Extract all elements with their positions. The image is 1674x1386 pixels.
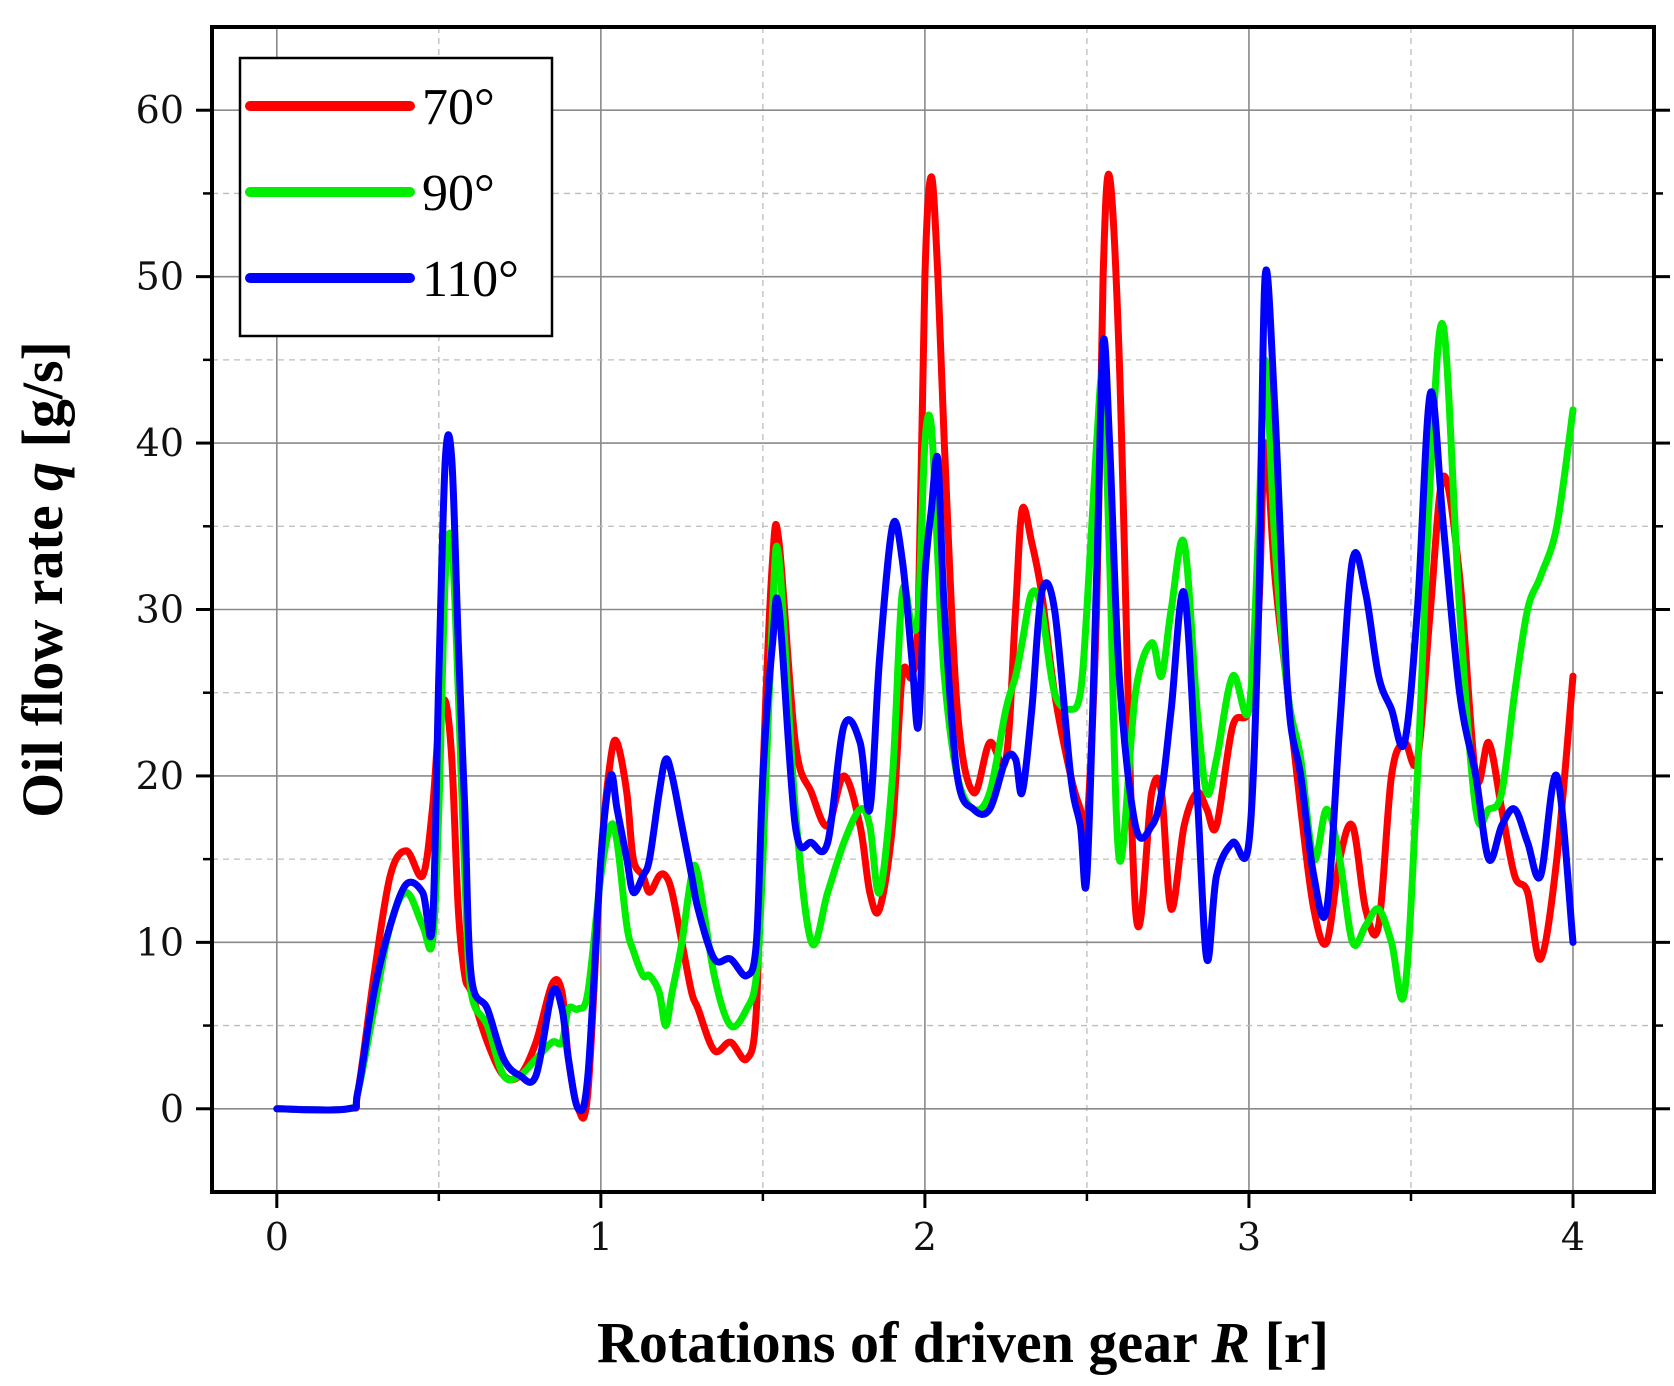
x-tick-label: 2 <box>913 1215 937 1259</box>
y-tick-label: 40 <box>136 421 184 465</box>
y-tick-label: 10 <box>136 920 184 964</box>
x-tick-label: 0 <box>265 1215 289 1259</box>
x-tick-label: 1 <box>589 1215 613 1259</box>
legend-label-3: 110° <box>422 251 519 308</box>
y-tick-label: 0 <box>160 1087 184 1131</box>
y-tick-label: 50 <box>136 255 184 299</box>
axis-ticks <box>196 108 1670 1208</box>
legend-label-2: 90° <box>422 165 495 222</box>
y-axis-title: Oil flow rate q [g/s] <box>10 341 75 818</box>
series-lines <box>273 170 1577 1122</box>
y-tick-label: 20 <box>136 754 184 798</box>
x-tick-label: 3 <box>1237 1215 1261 1259</box>
y-tick-label: 60 <box>136 88 184 132</box>
series-line-2 <box>273 320 1577 1114</box>
legend-items: 70° 90° 110° <box>245 79 519 308</box>
series-line-3 <box>273 266 1577 1115</box>
y-tick-label: 30 <box>136 588 184 632</box>
legend: 70° 90° 110° <box>238 56 554 338</box>
x-axis-title: Rotations of driven gear R [r] <box>597 1310 1329 1375</box>
legend-label-1: 70° <box>422 79 495 136</box>
x-tick-label: 4 <box>1561 1215 1585 1259</box>
